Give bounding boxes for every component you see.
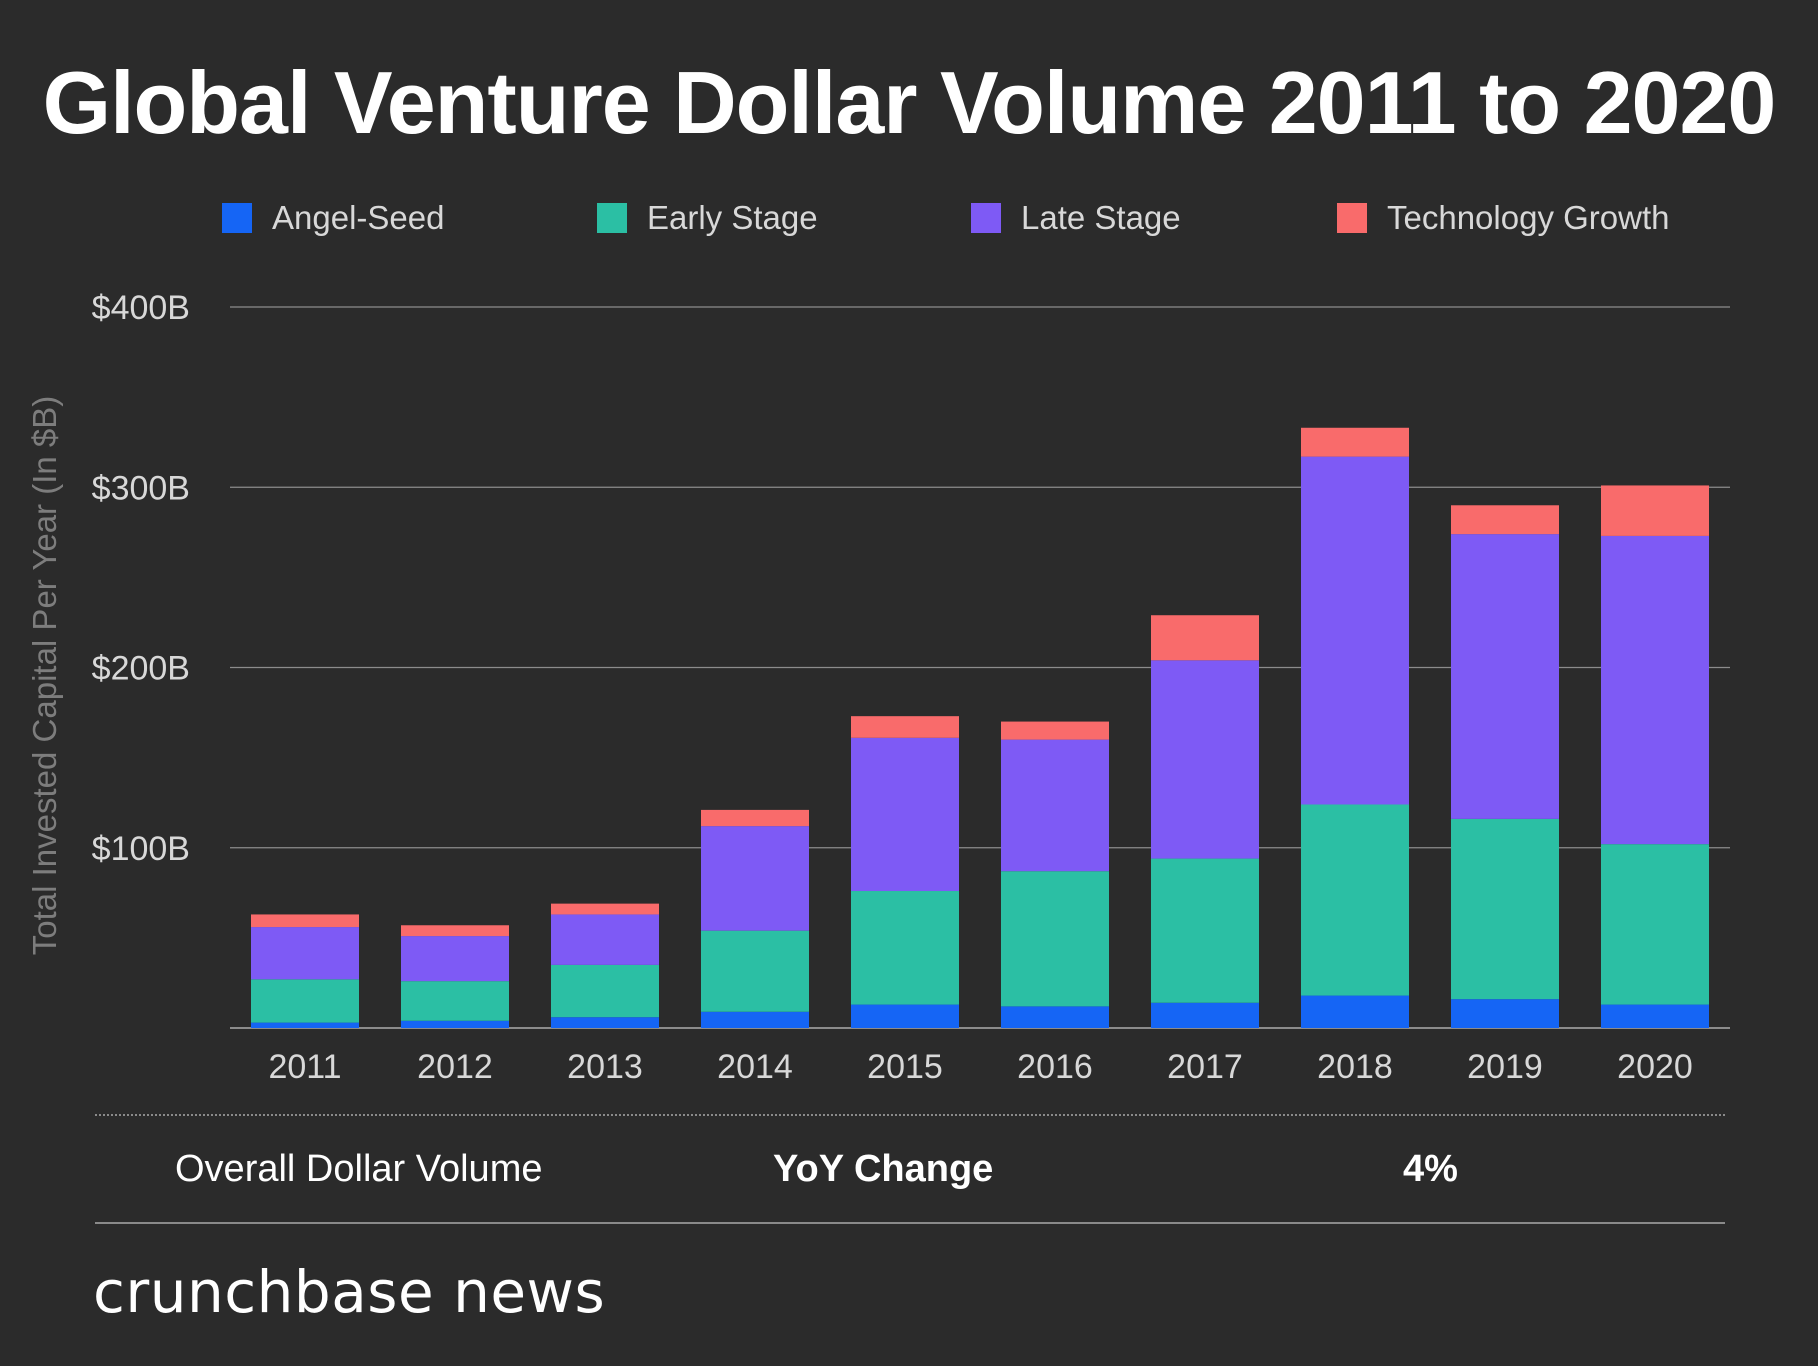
legend-label-early-stage: Early Stage bbox=[647, 199, 818, 236]
legend-swatch-angel-seed bbox=[222, 203, 252, 233]
bar-angel-seed-2019 bbox=[1451, 999, 1559, 1028]
x-tick-label: 2015 bbox=[867, 1048, 943, 1086]
chart-title: Global Venture Dollar Volume 2011 to 202… bbox=[42, 53, 1777, 152]
bar-early-stage-2013 bbox=[551, 964, 659, 1018]
stacked-bar-chart: $100B $200B $300B $400B Total Invested Capit… bbox=[26, 289, 1730, 1086]
bar-angel-seed-2011 bbox=[251, 1022, 359, 1028]
bar-late-stage-2016 bbox=[1001, 739, 1109, 872]
divider-solid bbox=[95, 1222, 1725, 1224]
y-tick-label: $400B bbox=[92, 289, 190, 327]
bar-late-stage-2018 bbox=[1301, 456, 1409, 805]
bar-late-stage-2020 bbox=[1601, 535, 1709, 845]
x-tick-label: 2012 bbox=[417, 1048, 493, 1086]
y-tick-label: $200B bbox=[92, 650, 190, 688]
bar-angel-seed-2020 bbox=[1601, 1004, 1709, 1028]
bar-early-stage-2014 bbox=[701, 930, 809, 1012]
bar-late-stage-2017 bbox=[1151, 660, 1259, 859]
bar-late-stage-2014 bbox=[701, 826, 809, 931]
bar-angel-seed-2013 bbox=[551, 1017, 659, 1028]
bar-early-stage-2019 bbox=[1451, 818, 1559, 1000]
y-axis-title: Total Invested Capital Per Year (In $B) bbox=[26, 396, 63, 956]
legend-swatch-late-stage bbox=[971, 203, 1001, 233]
bar-technology-growth-2020 bbox=[1601, 485, 1709, 536]
divider-dotted bbox=[95, 1114, 1725, 1116]
bar-early-stage-2016 bbox=[1001, 871, 1109, 1007]
bar-late-stage-2011 bbox=[251, 927, 359, 980]
legend-item-angel-seed: Angel-Seed bbox=[222, 196, 444, 240]
bar-technology-growth-2012 bbox=[401, 925, 509, 937]
x-tick-label: 2011 bbox=[268, 1048, 341, 1086]
summary-label: Overall Dollar Volume bbox=[175, 1148, 543, 1190]
legend-item-technology-growth: Technology Growth bbox=[1337, 196, 1669, 240]
bar-technology-growth-2019 bbox=[1451, 505, 1559, 535]
legend-label-angel-seed: Angel-Seed bbox=[272, 199, 445, 236]
bar-early-stage-2015 bbox=[851, 891, 959, 1005]
bar-angel-seed-2015 bbox=[851, 1004, 959, 1028]
bar-technology-growth-2016 bbox=[1001, 721, 1109, 740]
yoy-change-label: YoY Change bbox=[773, 1148, 994, 1190]
x-tick-label: 2014 bbox=[717, 1048, 793, 1086]
yoy-change-value: 4% bbox=[1403, 1148, 1458, 1190]
x-tick-label: 2020 bbox=[1617, 1048, 1693, 1086]
bar-technology-growth-2017 bbox=[1151, 615, 1259, 661]
bar-late-stage-2012 bbox=[401, 936, 509, 982]
bar-late-stage-2019 bbox=[1451, 534, 1559, 819]
bar-technology-growth-2018 bbox=[1301, 427, 1409, 457]
bar-late-stage-2013 bbox=[551, 914, 659, 965]
brand-logo: crunchbase news bbox=[93, 1258, 606, 1326]
y-tick-label: $300B bbox=[92, 469, 190, 507]
y-tick-label: $100B bbox=[92, 830, 190, 868]
bar-angel-seed-2014 bbox=[701, 1011, 809, 1028]
legend-swatch-early-stage bbox=[597, 203, 627, 233]
x-tick-label: 2017 bbox=[1167, 1048, 1243, 1086]
bar-early-stage-2018 bbox=[1301, 804, 1409, 996]
bar-angel-seed-2012 bbox=[401, 1020, 509, 1028]
legend-swatch-technology-growth bbox=[1337, 203, 1367, 233]
bar-technology-growth-2013 bbox=[551, 903, 659, 915]
bar-technology-growth-2011 bbox=[251, 914, 359, 928]
bar-early-stage-2017 bbox=[1151, 858, 1259, 1003]
bar-angel-seed-2016 bbox=[1001, 1006, 1109, 1028]
bar-early-stage-2020 bbox=[1601, 844, 1709, 1005]
bar-angel-seed-2017 bbox=[1151, 1002, 1259, 1028]
bar-technology-growth-2015 bbox=[851, 716, 959, 738]
bar-late-stage-2015 bbox=[851, 737, 959, 892]
x-tick-label: 2013 bbox=[567, 1048, 643, 1086]
bar-early-stage-2011 bbox=[251, 979, 359, 1023]
legend: Angel-Seed Early Stage Late Stage Techno… bbox=[0, 196, 1818, 240]
legend-label-late-stage: Late Stage bbox=[1021, 199, 1181, 236]
legend-item-late-stage: Late Stage bbox=[971, 196, 1181, 240]
bar-early-stage-2012 bbox=[401, 981, 509, 1021]
x-tick-label: 2018 bbox=[1317, 1048, 1393, 1086]
legend-label-technology-growth: Technology Growth bbox=[1387, 199, 1670, 236]
legend-item-early-stage: Early Stage bbox=[597, 196, 818, 240]
x-tick-label: 2019 bbox=[1467, 1048, 1543, 1086]
x-tick-label: 2016 bbox=[1017, 1048, 1093, 1086]
bar-technology-growth-2014 bbox=[701, 809, 809, 827]
bar-angel-seed-2018 bbox=[1301, 995, 1409, 1028]
